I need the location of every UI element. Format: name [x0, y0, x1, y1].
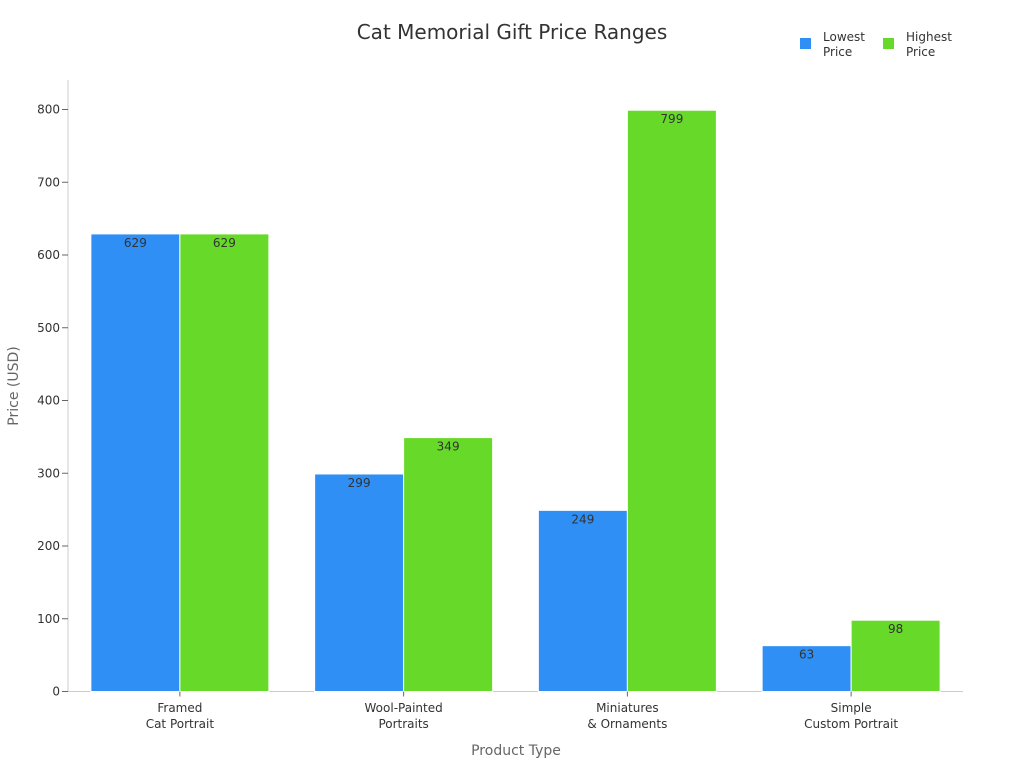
y-tick-label: 200 — [37, 539, 60, 553]
x-tick-label: Portraits — [378, 717, 428, 731]
x-axis-title: Product Type — [471, 743, 561, 759]
y-tick-label: 300 — [37, 466, 60, 480]
bar-lowest-price[interactable] — [537, 509, 628, 693]
bar-lowest-price[interactable] — [761, 645, 852, 692]
x-tick-label: & Ornaments — [587, 717, 667, 731]
legend-item-highest-price[interactable]: Highest Price — [882, 30, 952, 60]
legend-item-lowest-price[interactable]: Lowest Price — [800, 30, 865, 60]
y-tick-label: 500 — [37, 321, 60, 335]
legend: Lowest Price Highest Price — [800, 30, 952, 60]
legend-label-line: Price — [823, 45, 853, 59]
bar-value-label: 299 — [348, 476, 371, 490]
x-tick-label: Miniatures — [596, 701, 659, 715]
bar-highest-price[interactable] — [850, 619, 941, 693]
legend-label-line: Lowest — [823, 30, 865, 44]
bar-value-label: 63 — [799, 648, 814, 662]
y-tick-label: 600 — [37, 248, 60, 262]
bar-lowest-price[interactable] — [314, 473, 405, 693]
bar-value-label: 629 — [124, 236, 147, 250]
y-tick-label: 0 — [52, 685, 60, 699]
bar-lowest-price[interactable] — [90, 233, 181, 692]
legend-label-line: Price — [905, 45, 936, 59]
bar-value-label: 629 — [213, 236, 236, 250]
bar-value-label: 249 — [571, 512, 594, 526]
y-axis-title: Price (USD) — [6, 346, 22, 425]
y-tick-label: 800 — [37, 103, 60, 117]
x-tick-label: Simple — [831, 701, 872, 715]
x-tick-label: Custom Portrait — [804, 717, 898, 731]
x-tick-label: Framed — [157, 701, 202, 715]
legend-label-line: Highest — [905, 30, 952, 44]
bar-highest-price[interactable] — [179, 233, 270, 692]
y-tick-label: 400 — [37, 394, 60, 408]
x-tick-label: Cat Portrait — [146, 717, 215, 731]
y-tick-label: 100 — [37, 612, 60, 626]
x-tick-label: Wool-Painted — [365, 701, 443, 715]
bar-value-label: 349 — [437, 440, 460, 454]
highest-price-swatch-icon — [882, 38, 894, 49]
y-tick-label: 700 — [37, 175, 60, 189]
bar-highest-price[interactable] — [626, 109, 717, 693]
chart-title: Cat Memorial Gift Price Ranges — [356, 20, 668, 44]
bar-highest-price[interactable] — [403, 437, 494, 693]
lowest-price-swatch-icon — [800, 38, 811, 49]
bar-value-label: 98 — [888, 622, 903, 636]
bar-value-label: 799 — [660, 112, 683, 126]
